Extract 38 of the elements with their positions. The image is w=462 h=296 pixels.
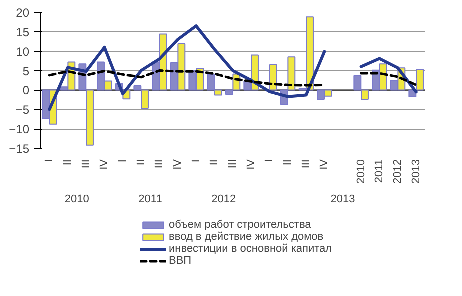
- x-tick-label: IV: [98, 158, 111, 170]
- y-tick-label: 0: [22, 84, 30, 98]
- y-tick-label: −5: [16, 103, 30, 118]
- y-tick-label: 20: [16, 6, 30, 20]
- x-tick-label: I: [264, 159, 276, 163]
- text: 2013: [330, 194, 356, 206]
- x-tick-label: I: [117, 159, 129, 163]
- x-tick-label: II: [62, 159, 74, 166]
- y-tick-label: 15: [16, 25, 30, 40]
- x-tick-label: I: [44, 159, 56, 163]
- legend-label: ввод в действие жилых домов: [169, 231, 324, 243]
- x-tick-label: III: [227, 159, 239, 169]
- x-tick-label: 2013: [410, 159, 422, 184]
- y-tick-label: −15: [9, 142, 30, 156]
- x-tick-label: IV: [172, 158, 184, 170]
- x-tick-label: 2012: [392, 159, 404, 184]
- y-tick-label: 10: [16, 44, 30, 59]
- x-tick-label: IV: [318, 158, 331, 170]
- x-tick-label: I: [190, 159, 202, 163]
- legend-label: инвестиции в основной капитал: [169, 243, 332, 255]
- text: 2011: [138, 194, 162, 206]
- x-tick-label: III: [300, 159, 312, 169]
- legend-label: ВВП: [169, 255, 192, 267]
- bar: [416, 69, 424, 91]
- text: 2012: [212, 194, 236, 206]
- x-tick-label: II: [135, 159, 148, 166]
- x-tick-label: 2011: [374, 160, 386, 184]
- x-tick-label: III: [154, 159, 166, 169]
- x-tick-label: III: [80, 159, 92, 169]
- legend-label: объем работ строительства: [169, 219, 312, 231]
- text: 2010: [64, 194, 90, 206]
- x-tick-label: II: [282, 159, 294, 166]
- y-tick-label: −10: [9, 122, 30, 137]
- x-tick-label: 2010: [355, 159, 368, 184]
- x-tick-label: II: [208, 159, 221, 166]
- bar: [269, 64, 278, 91]
- y-tick-label: 5: [22, 64, 30, 78]
- x-tick-label: IV: [245, 158, 258, 170]
